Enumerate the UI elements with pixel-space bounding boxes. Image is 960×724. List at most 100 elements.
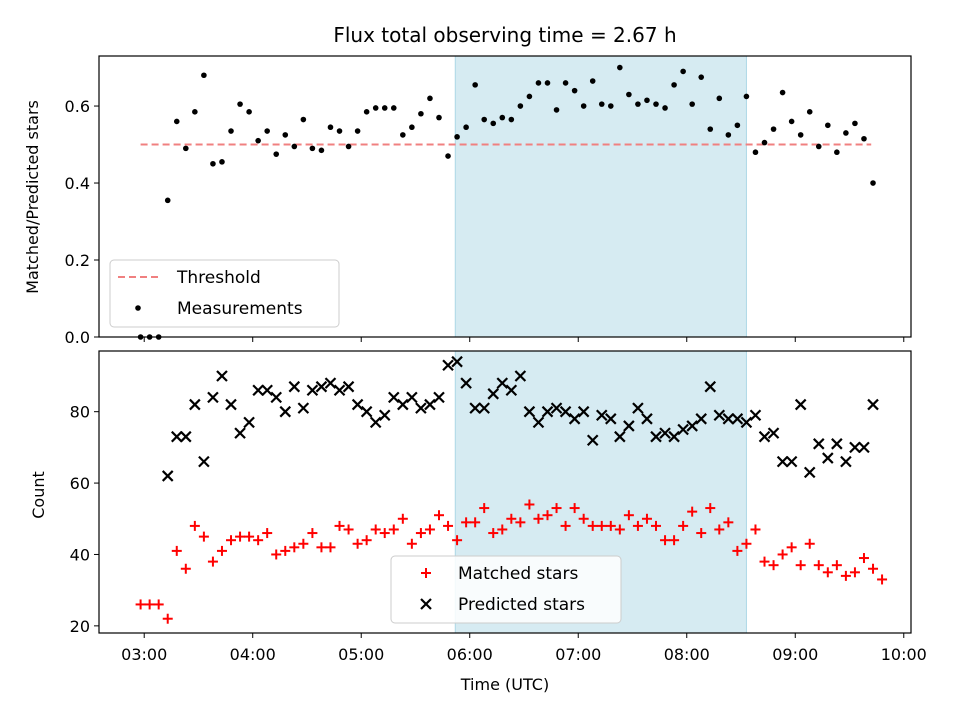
matched-point bbox=[452, 535, 463, 546]
predicted-point bbox=[523, 405, 536, 418]
predicted-point bbox=[794, 398, 807, 411]
predicted-point-b bbox=[388, 391, 400, 404]
measurement-point bbox=[707, 126, 714, 132]
matched-point bbox=[470, 517, 481, 528]
matched-point bbox=[560, 520, 571, 531]
measurement-point bbox=[571, 87, 578, 94]
matched-point bbox=[632, 520, 643, 531]
measurement-point bbox=[246, 109, 252, 115]
predicted-point-b bbox=[704, 380, 717, 393]
predicted-point-b bbox=[686, 420, 698, 432]
predicted-point bbox=[360, 405, 373, 418]
predicted-point-b bbox=[243, 416, 255, 429]
predicted-point bbox=[225, 398, 237, 411]
matched-point bbox=[786, 542, 797, 553]
matched-point bbox=[226, 535, 237, 546]
measurement-point bbox=[843, 130, 849, 136]
measurement-point bbox=[598, 101, 605, 107]
matched-point bbox=[271, 549, 282, 560]
measurement-point bbox=[752, 149, 759, 156]
predicted-point-b bbox=[180, 430, 192, 443]
predicted-point bbox=[216, 370, 228, 382]
predicted-point bbox=[406, 391, 418, 404]
measurement-point bbox=[698, 74, 705, 80]
predicted-point-b bbox=[812, 438, 825, 450]
measurement-point bbox=[164, 197, 171, 204]
matched-point bbox=[325, 542, 336, 553]
predicted-point bbox=[424, 398, 436, 411]
measurement-point bbox=[626, 91, 632, 98]
predicted-point-b bbox=[261, 384, 273, 397]
matched-point bbox=[732, 545, 743, 556]
legend-label: Threshold bbox=[176, 268, 261, 288]
predicted-point bbox=[333, 384, 346, 397]
axes-frame bbox=[98, 55, 912, 338]
top-ylabel: Matched/Predicted stars bbox=[23, 100, 42, 294]
matched-point bbox=[497, 524, 508, 535]
measurement-point bbox=[291, 143, 298, 150]
ytick-label: 0.6 bbox=[65, 97, 90, 116]
matched-point bbox=[397, 513, 408, 524]
ytick-label: 0.4 bbox=[65, 174, 90, 193]
measurement-point bbox=[327, 124, 334, 131]
matched-point bbox=[461, 517, 472, 528]
measurement-point bbox=[309, 145, 316, 152]
measurement-point bbox=[653, 101, 659, 107]
predicted-point bbox=[170, 430, 183, 443]
predicted-point bbox=[849, 441, 861, 454]
legend-predicted-swatch-b bbox=[420, 598, 432, 610]
predicted-point bbox=[586, 434, 599, 447]
measurement-point bbox=[318, 147, 325, 154]
predicted-point bbox=[487, 388, 500, 400]
predicted-point-b bbox=[460, 377, 472, 389]
matched-point bbox=[515, 517, 526, 528]
matched-point bbox=[822, 567, 833, 578]
measurement-point bbox=[228, 128, 234, 134]
measurement-point bbox=[861, 135, 867, 142]
predicted-point bbox=[695, 413, 707, 425]
xtick-label: 06:00 bbox=[447, 645, 493, 664]
matched-point bbox=[144, 599, 155, 610]
predicted-point-b bbox=[207, 391, 219, 404]
predicted-point bbox=[243, 416, 255, 429]
predicted-point-b bbox=[559, 405, 572, 418]
predicted-point-b bbox=[397, 398, 409, 411]
measurement-point bbox=[381, 105, 388, 111]
predicted-point bbox=[324, 377, 337, 389]
matched-point bbox=[334, 520, 345, 531]
predicted-point-b bbox=[496, 377, 509, 389]
predicted-point bbox=[279, 405, 292, 418]
measurement-point bbox=[617, 64, 623, 71]
matched-point bbox=[651, 520, 662, 531]
matched-point bbox=[687, 506, 698, 517]
measurement-point bbox=[409, 124, 415, 131]
predicted-point bbox=[840, 455, 852, 468]
predicted-point-b bbox=[469, 402, 481, 414]
measurement-point bbox=[183, 145, 189, 152]
measurement-point bbox=[562, 80, 569, 86]
predicted-point bbox=[541, 405, 554, 418]
predicted-point bbox=[161, 470, 174, 482]
predicted-point-b bbox=[623, 420, 635, 432]
predicted-point bbox=[234, 427, 246, 439]
predicted-point bbox=[378, 409, 391, 422]
predicted-point-b bbox=[577, 405, 590, 418]
measurement-point bbox=[689, 101, 695, 107]
measurement-point bbox=[852, 120, 858, 127]
matched-point bbox=[569, 503, 580, 514]
predicted-point-b bbox=[342, 380, 355, 393]
measurement-point bbox=[210, 160, 216, 167]
predicted-point bbox=[252, 384, 264, 397]
matched-point bbox=[343, 524, 354, 535]
legend-label: Measurements bbox=[177, 299, 303, 319]
matched-point bbox=[370, 524, 381, 535]
matched-point bbox=[280, 545, 291, 556]
predicted-point-b bbox=[794, 398, 807, 411]
measurement-point bbox=[237, 101, 243, 107]
predicted-point bbox=[559, 405, 572, 418]
predicted-point bbox=[577, 405, 590, 418]
predicted-point bbox=[812, 438, 825, 450]
measurement-point bbox=[779, 89, 786, 96]
matched-point bbox=[180, 563, 191, 574]
matched-point bbox=[858, 553, 869, 564]
